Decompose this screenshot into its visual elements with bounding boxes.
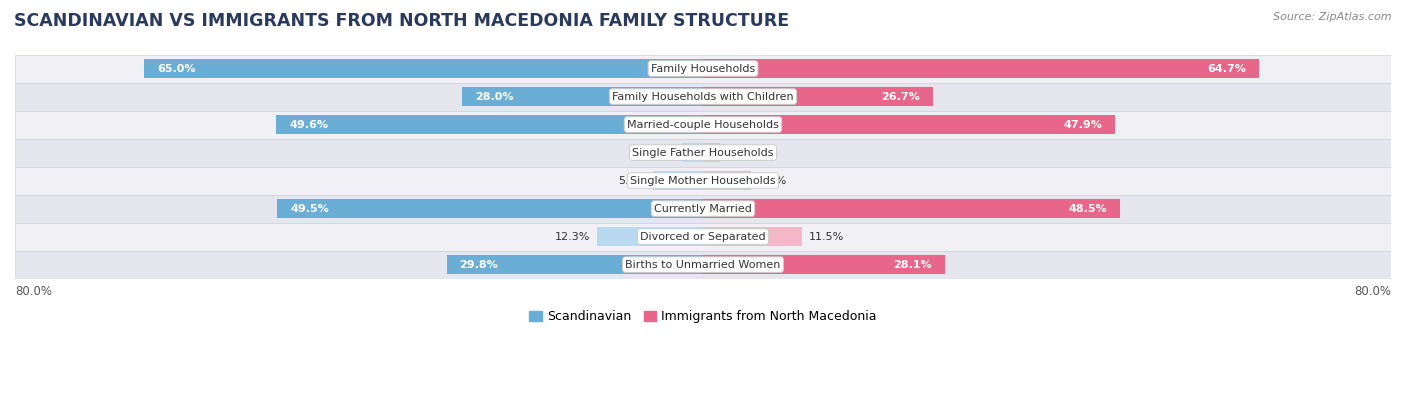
Bar [703, 227, 801, 246]
Bar [654, 171, 703, 190]
Text: Family Households with Children: Family Households with Children [612, 92, 794, 102]
Text: 5.6%: 5.6% [758, 175, 786, 186]
Text: 28.0%: 28.0% [475, 92, 513, 102]
Bar [15, 250, 1391, 278]
Bar [463, 87, 703, 106]
Text: Married-couple Households: Married-couple Households [627, 120, 779, 130]
Text: 65.0%: 65.0% [157, 64, 195, 73]
Bar [15, 167, 1391, 195]
Text: 12.3%: 12.3% [555, 231, 591, 242]
Bar [143, 59, 703, 78]
Text: Family Households: Family Households [651, 64, 755, 73]
Bar [703, 59, 1260, 78]
Text: Single Father Households: Single Father Households [633, 148, 773, 158]
Bar [15, 139, 1391, 167]
Text: 48.5%: 48.5% [1069, 203, 1107, 214]
Bar [703, 87, 932, 106]
Text: 5.8%: 5.8% [617, 175, 647, 186]
Text: 49.6%: 49.6% [290, 120, 329, 130]
Legend: Scandinavian, Immigrants from North Macedonia: Scandinavian, Immigrants from North Mace… [524, 305, 882, 328]
Text: Currently Married: Currently Married [654, 203, 752, 214]
Bar [277, 199, 703, 218]
Bar [15, 83, 1391, 111]
Text: 29.8%: 29.8% [460, 260, 498, 270]
Bar [277, 115, 703, 134]
Bar [598, 227, 703, 246]
Bar [703, 255, 945, 274]
Text: 47.9%: 47.9% [1063, 120, 1102, 130]
Bar [15, 223, 1391, 250]
Bar [15, 55, 1391, 83]
Text: Births to Unmarried Women: Births to Unmarried Women [626, 260, 780, 270]
Bar [703, 171, 751, 190]
Text: 2.0%: 2.0% [727, 148, 755, 158]
Text: Single Mother Households: Single Mother Households [630, 175, 776, 186]
Text: 80.0%: 80.0% [1354, 285, 1391, 298]
Bar [15, 195, 1391, 223]
Text: 26.7%: 26.7% [882, 92, 920, 102]
Bar [703, 199, 1121, 218]
Bar [447, 255, 703, 274]
Text: 49.5%: 49.5% [290, 203, 329, 214]
Bar [703, 115, 1115, 134]
Bar [703, 143, 720, 162]
Text: 80.0%: 80.0% [15, 285, 52, 298]
Text: 2.4%: 2.4% [647, 148, 675, 158]
Bar [682, 143, 703, 162]
Text: 11.5%: 11.5% [808, 231, 844, 242]
Text: Source: ZipAtlas.com: Source: ZipAtlas.com [1274, 12, 1392, 22]
Text: 28.1%: 28.1% [893, 260, 932, 270]
Text: 64.7%: 64.7% [1208, 64, 1247, 73]
Text: SCANDINAVIAN VS IMMIGRANTS FROM NORTH MACEDONIA FAMILY STRUCTURE: SCANDINAVIAN VS IMMIGRANTS FROM NORTH MA… [14, 12, 789, 30]
Bar [15, 111, 1391, 139]
Text: Divorced or Separated: Divorced or Separated [640, 231, 766, 242]
